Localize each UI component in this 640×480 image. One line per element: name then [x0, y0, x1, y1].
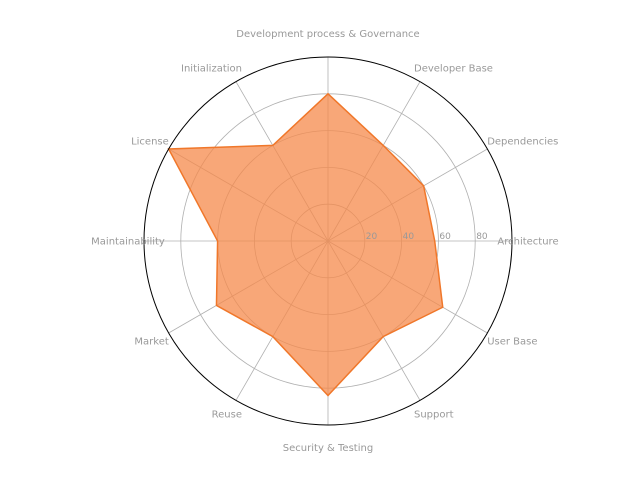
r-tick-label: 80: [476, 232, 488, 242]
radar-frame: [143, 56, 513, 426]
series-area: [168, 93, 443, 396]
axis-label-development-process-governance: Development process & Governance: [236, 29, 419, 40]
axis-label-user-base: User Base: [487, 337, 537, 348]
axis-label-initialization: Initialization: [181, 63, 242, 74]
radar-labels: 20 40 60 80 Architecture Dependencies Develope…: [91, 29, 558, 454]
outer-frame-circle: [143, 56, 513, 426]
axis-label-maintainability: Maintainability: [91, 237, 165, 248]
axis-label-license: License: [131, 137, 169, 148]
axis-label-reuse: Reuse: [212, 410, 242, 421]
axis-label-dependencies: Dependencies: [487, 137, 558, 148]
series-line: [167, 92, 444, 397]
axis-label-security-testing: Security & Testing: [283, 443, 373, 454]
r-tick-label: 60: [439, 232, 451, 242]
axis-label-architecture: Architecture: [497, 237, 558, 248]
r-tick-label: 20: [366, 232, 378, 242]
axis-label-developer-base: Developer Base: [414, 63, 493, 74]
axis-label-market: Market: [134, 337, 168, 348]
r-tick-label: 40: [403, 232, 415, 242]
radar-series: [167, 92, 444, 397]
axis-label-support: Support: [414, 410, 454, 421]
